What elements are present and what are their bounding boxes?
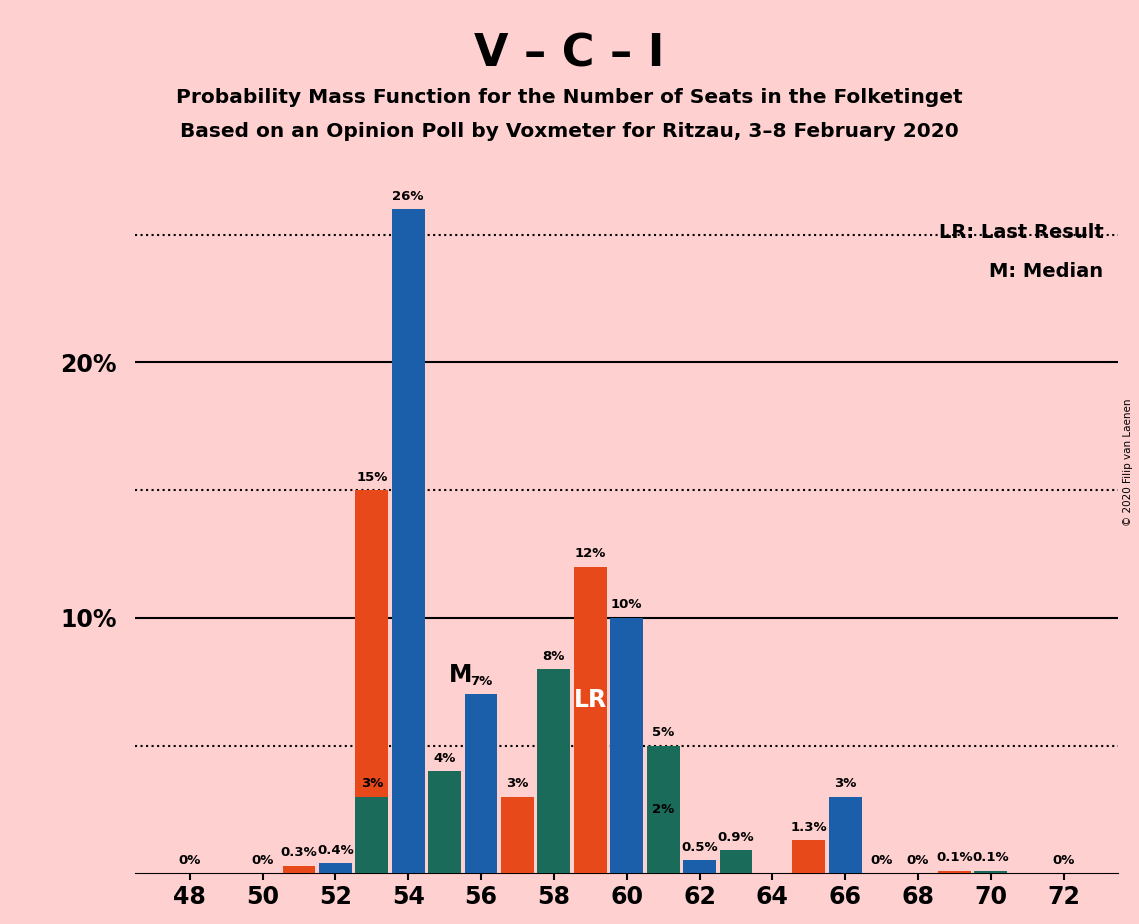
Text: M: M [450, 663, 473, 687]
Bar [647, 822, 680, 873]
Text: M: Median: M: Median [990, 261, 1104, 281]
Text: 0.1%: 0.1% [936, 851, 973, 864]
Text: 3%: 3% [834, 777, 857, 790]
Text: 0.3%: 0.3% [280, 846, 318, 859]
Text: V – C – I: V – C – I [474, 32, 665, 76]
Bar [574, 566, 607, 873]
Text: 1.3%: 1.3% [790, 821, 827, 833]
Bar [975, 870, 1007, 873]
Text: LR: LR [574, 688, 607, 712]
Text: Probability Mass Function for the Number of Seats in the Folketinget: Probability Mass Function for the Number… [177, 88, 962, 107]
Text: 0.1%: 0.1% [973, 851, 1009, 864]
Bar [319, 863, 352, 873]
Text: 3%: 3% [361, 777, 383, 790]
Text: 15%: 15% [357, 471, 387, 484]
Bar [939, 870, 970, 873]
Text: 0.5%: 0.5% [681, 841, 718, 854]
Text: LR: Last Result: LR: Last Result [939, 223, 1104, 241]
Bar [611, 618, 644, 873]
Bar [829, 796, 861, 873]
Bar [647, 746, 680, 873]
Bar [720, 850, 753, 873]
Text: 4%: 4% [434, 751, 456, 765]
Text: 7%: 7% [470, 675, 492, 688]
Text: 2%: 2% [652, 803, 674, 816]
Text: 3%: 3% [506, 777, 528, 790]
Bar [683, 860, 716, 873]
Bar [465, 695, 498, 873]
Text: 8%: 8% [542, 650, 565, 663]
Bar [355, 796, 388, 873]
Bar [355, 490, 388, 873]
Text: 12%: 12% [574, 547, 606, 560]
Text: 0%: 0% [179, 854, 200, 867]
Text: 5%: 5% [652, 726, 674, 739]
Bar [538, 669, 571, 873]
Text: 0.9%: 0.9% [718, 831, 754, 844]
Bar [793, 840, 825, 873]
Text: 0%: 0% [870, 854, 893, 867]
Text: 0%: 0% [1052, 854, 1075, 867]
Bar [428, 771, 461, 873]
Text: 0.4%: 0.4% [317, 844, 354, 857]
Text: © 2020 Filip van Laenen: © 2020 Filip van Laenen [1123, 398, 1133, 526]
Bar [501, 796, 534, 873]
Bar [282, 866, 316, 873]
Text: 0%: 0% [907, 854, 929, 867]
Text: 0%: 0% [252, 854, 273, 867]
Bar [392, 210, 425, 873]
Text: Based on an Opinion Poll by Voxmeter for Ritzau, 3–8 February 2020: Based on an Opinion Poll by Voxmeter for… [180, 122, 959, 141]
Text: 26%: 26% [393, 190, 424, 203]
Text: 10%: 10% [611, 599, 642, 612]
